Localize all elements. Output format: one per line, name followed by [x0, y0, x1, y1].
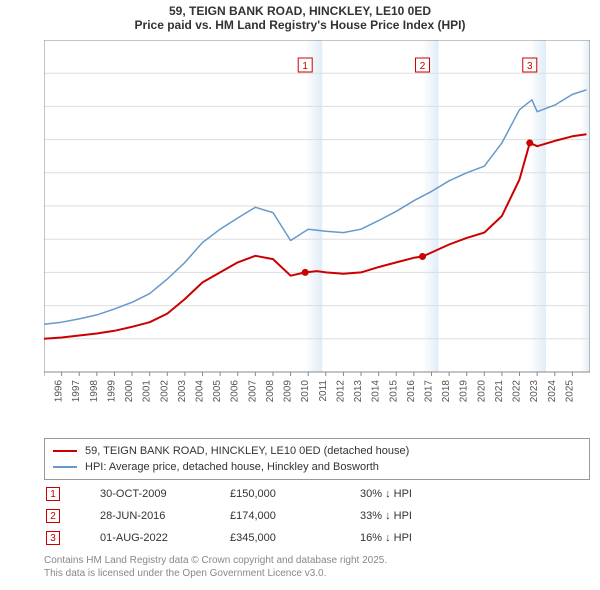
svg-text:2014: 2014	[371, 380, 382, 403]
page-title-line2: Price paid vs. HM Land Registry's House …	[0, 18, 600, 32]
sale-price: £174,000	[230, 510, 360, 522]
sale-row: 2 28-JUN-2016£174,00033% ↓ HPI	[44, 506, 590, 526]
sale-diff: 30% ↓ HPI	[360, 488, 412, 500]
svg-text:2006: 2006	[230, 380, 241, 403]
legend-swatch	[53, 466, 77, 468]
svg-text:1997: 1997	[71, 380, 82, 403]
legend-item: 59, TEIGN BANK ROAD, HINCKLEY, LE10 0ED …	[53, 443, 581, 459]
svg-text:2012: 2012	[335, 380, 346, 403]
svg-text:2024: 2024	[547, 380, 558, 403]
sale-date: 28-JUN-2016	[100, 510, 230, 522]
svg-text:2023: 2023	[529, 380, 540, 403]
svg-text:2020: 2020	[476, 380, 487, 403]
footer-line1: Contains HM Land Registry data © Crown c…	[44, 554, 387, 567]
svg-text:2005: 2005	[212, 380, 223, 403]
svg-text:2000: 2000	[124, 380, 135, 403]
price-chart: £0£50K£100K£150K£200K£250K£300K£350K£400…	[44, 40, 590, 410]
sale-date: 30-OCT-2009	[100, 488, 230, 500]
svg-text:2: 2	[420, 61, 426, 72]
svg-text:2007: 2007	[247, 380, 258, 403]
svg-text:2010: 2010	[300, 380, 311, 403]
sale-marker-number: 2	[46, 509, 60, 523]
sale-diff: 16% ↓ HPI	[360, 532, 412, 544]
legend-label: HPI: Average price, detached house, Hinc…	[85, 461, 379, 473]
sale-row: 3 01-AUG-2022£345,00016% ↓ HPI	[44, 528, 590, 548]
svg-text:1998: 1998	[89, 380, 100, 403]
sale-diff: 33% ↓ HPI	[360, 510, 412, 522]
page-title-line1: 59, TEIGN BANK ROAD, HINCKLEY, LE10 0ED	[0, 4, 600, 18]
svg-text:2003: 2003	[177, 380, 188, 403]
svg-text:2022: 2022	[512, 380, 523, 403]
svg-text:2002: 2002	[159, 380, 170, 403]
svg-text:2017: 2017	[423, 380, 434, 403]
svg-text:1999: 1999	[106, 380, 117, 403]
svg-text:2016: 2016	[406, 380, 417, 403]
svg-text:2021: 2021	[494, 380, 505, 403]
sale-row: 1 30-OCT-2009£150,00030% ↓ HPI	[44, 484, 590, 504]
sale-price: £150,000	[230, 488, 360, 500]
legend-swatch	[53, 450, 77, 452]
svg-text:2008: 2008	[265, 380, 276, 403]
sale-marker-number: 1	[46, 487, 60, 501]
sale-price: £345,000	[230, 532, 360, 544]
svg-text:2001: 2001	[142, 380, 153, 403]
svg-text:2013: 2013	[353, 380, 364, 403]
svg-text:2025: 2025	[564, 380, 575, 403]
svg-text:2009: 2009	[283, 380, 294, 403]
svg-text:3: 3	[527, 61, 533, 72]
sale-table: 1 30-OCT-2009£150,00030% ↓ HPI 2 28-JUN-201…	[44, 482, 590, 548]
svg-text:1996: 1996	[54, 380, 65, 403]
legend-item: HPI: Average price, detached house, Hinc…	[53, 459, 581, 475]
legend-label: 59, TEIGN BANK ROAD, HINCKLEY, LE10 0ED …	[85, 445, 409, 457]
svg-text:2004: 2004	[195, 380, 206, 403]
svg-text:2015: 2015	[388, 380, 399, 403]
svg-text:2018: 2018	[441, 380, 452, 403]
svg-text:1995: 1995	[44, 380, 47, 403]
sale-marker-number: 3	[46, 531, 60, 545]
legend: 59, TEIGN BANK ROAD, HINCKLEY, LE10 0ED …	[44, 438, 590, 480]
svg-text:2019: 2019	[459, 380, 470, 403]
svg-text:2011: 2011	[318, 380, 329, 402]
sale-date: 01-AUG-2022	[100, 532, 230, 544]
footer-line2: This data is licensed under the Open Gov…	[44, 567, 387, 580]
svg-text:1: 1	[302, 61, 308, 72]
footer-attribution: Contains HM Land Registry data © Crown c…	[44, 554, 387, 580]
